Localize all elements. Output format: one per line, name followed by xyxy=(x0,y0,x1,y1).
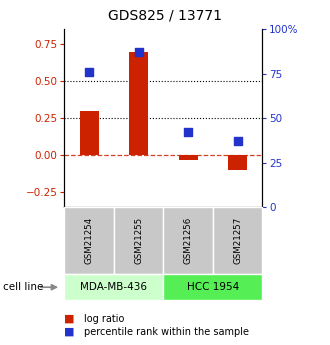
Text: ■: ■ xyxy=(64,314,75,324)
Text: cell line: cell line xyxy=(3,282,44,292)
Text: ■: ■ xyxy=(64,327,75,337)
Text: HCC 1954: HCC 1954 xyxy=(187,282,239,292)
Text: GSM21254: GSM21254 xyxy=(84,217,94,264)
Point xyxy=(185,130,191,135)
Text: MDA-MB-436: MDA-MB-436 xyxy=(80,282,148,292)
Text: GSM21257: GSM21257 xyxy=(233,217,242,264)
Bar xyxy=(179,155,197,160)
Point xyxy=(235,138,240,144)
Text: GSM21255: GSM21255 xyxy=(134,217,143,264)
Text: percentile rank within the sample: percentile rank within the sample xyxy=(84,327,249,337)
Bar xyxy=(129,51,148,155)
Text: log ratio: log ratio xyxy=(84,314,124,324)
Text: GSM21256: GSM21256 xyxy=(183,217,193,264)
Text: GDS825 / 13771: GDS825 / 13771 xyxy=(108,9,222,23)
Bar xyxy=(228,155,247,170)
Point xyxy=(136,50,141,55)
Bar xyxy=(80,111,98,155)
Point xyxy=(86,69,92,75)
